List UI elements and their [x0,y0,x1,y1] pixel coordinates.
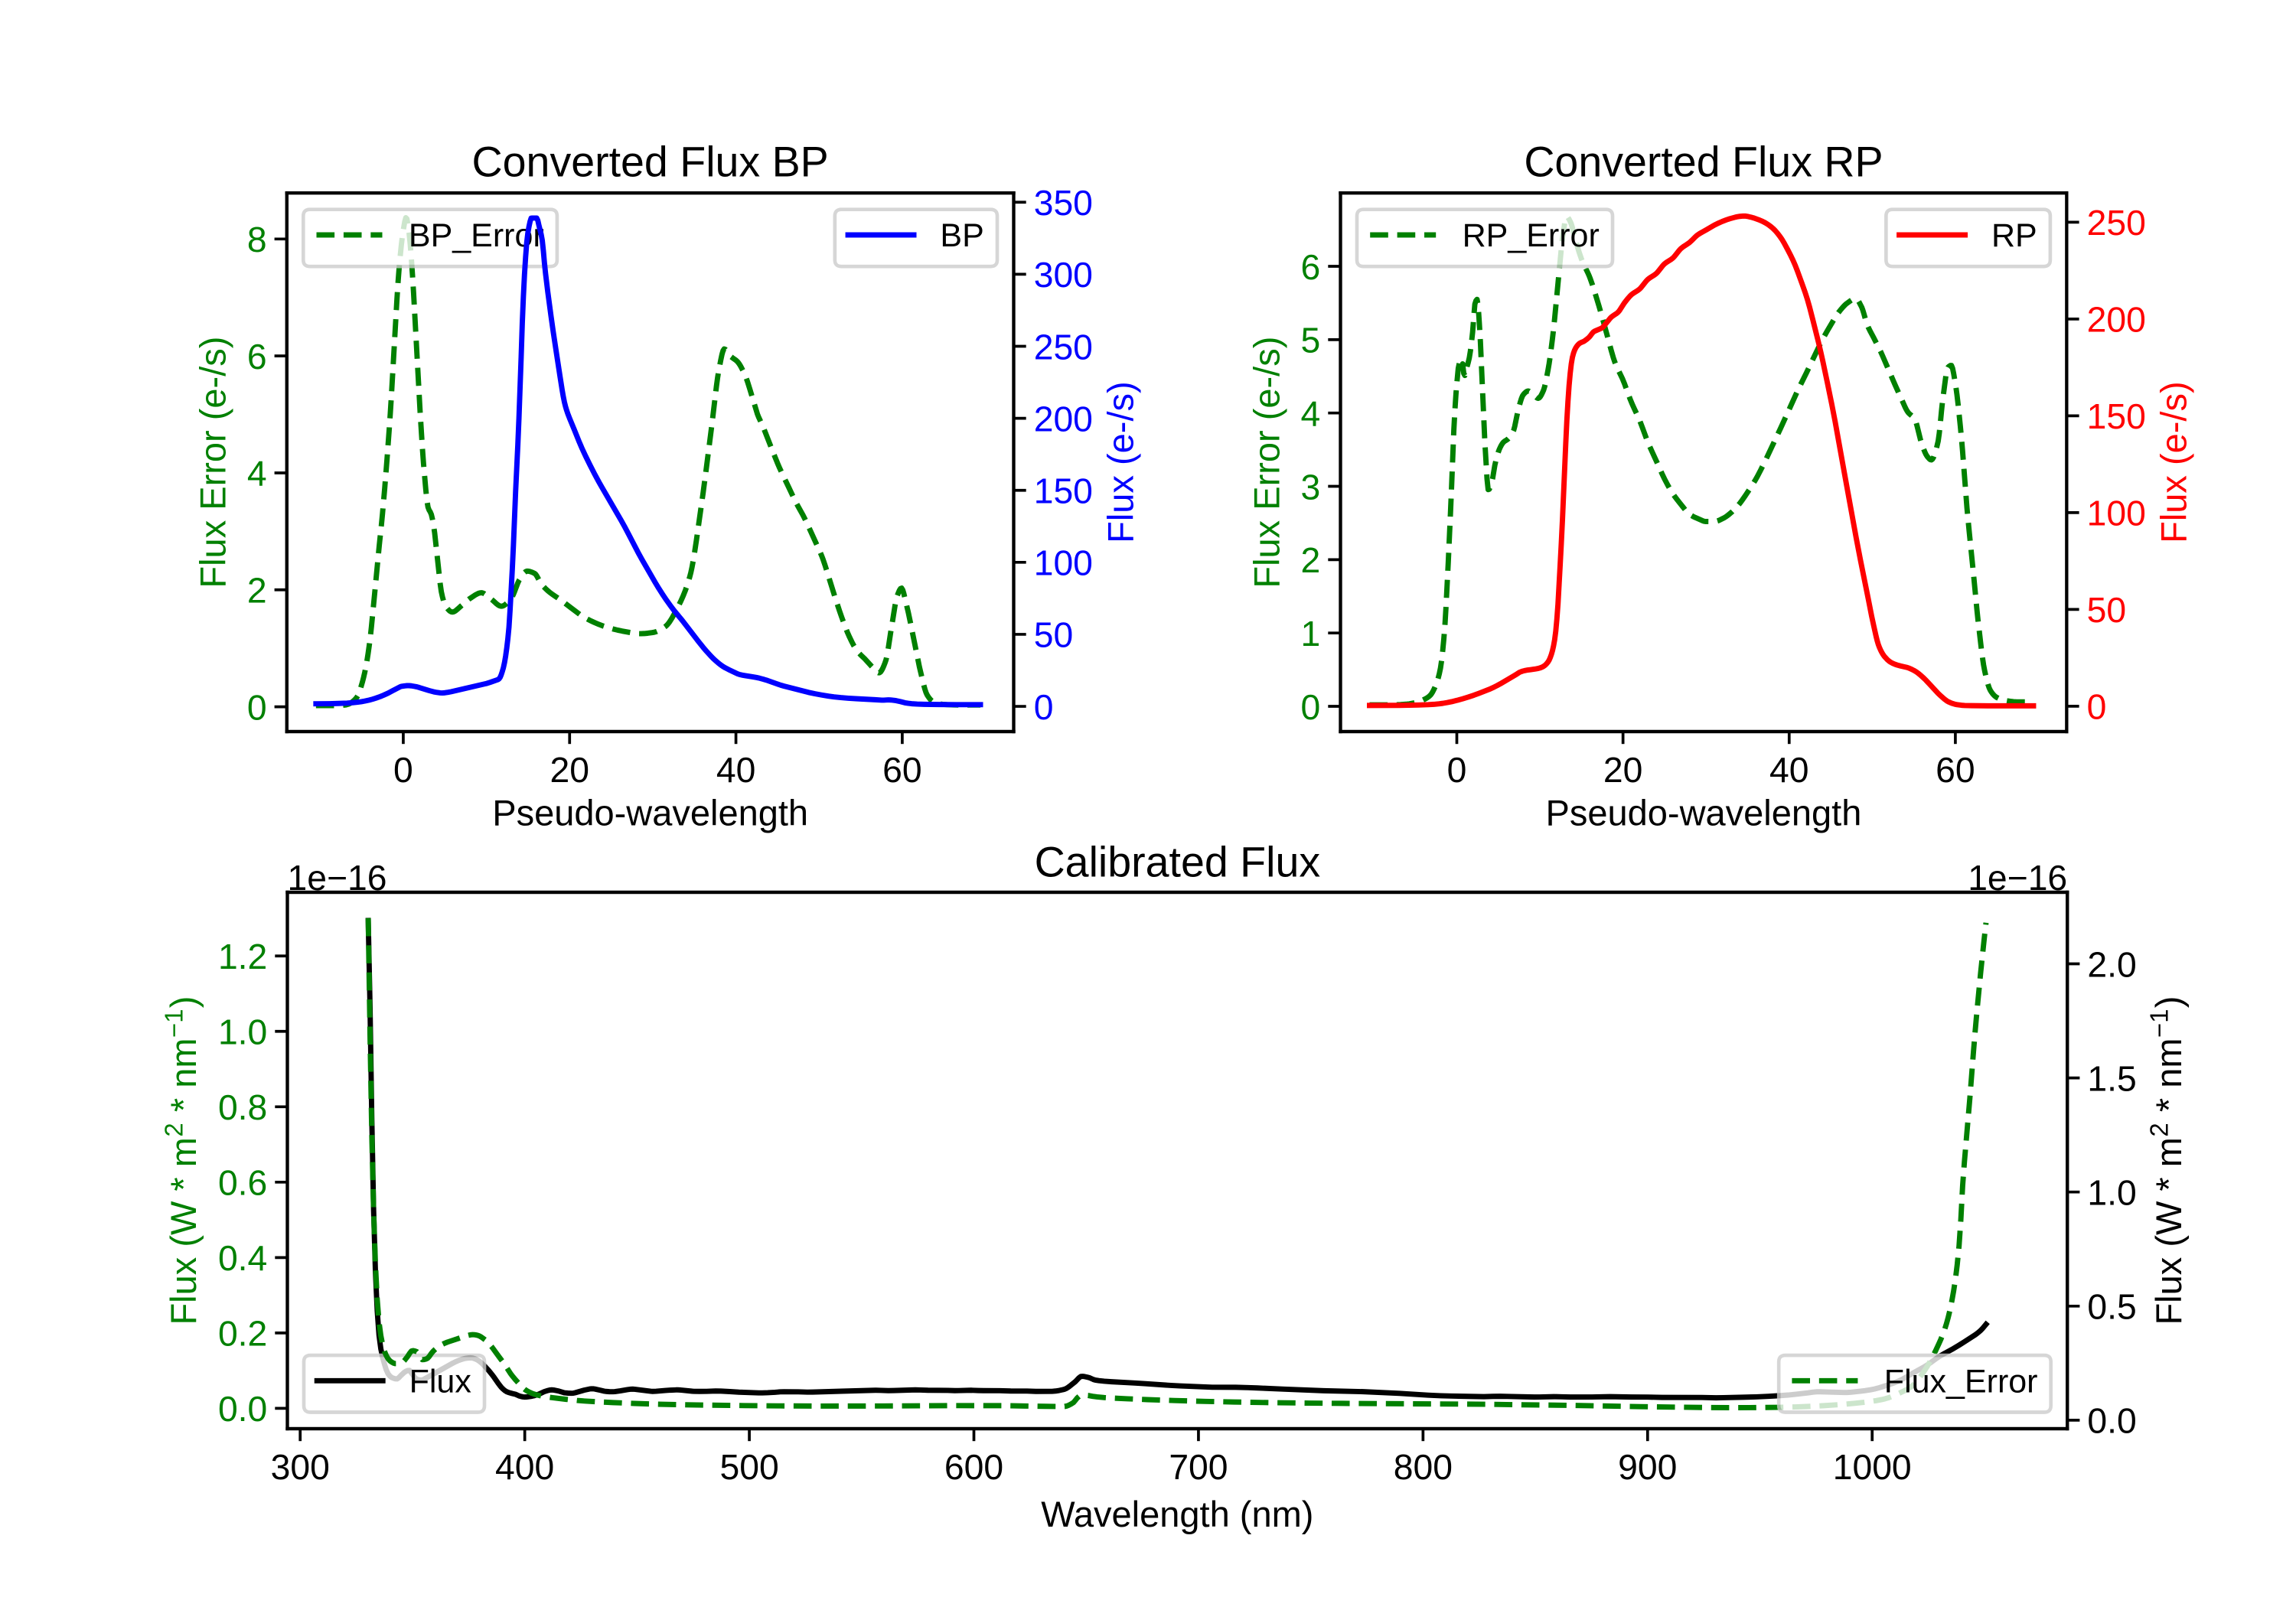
svg-text:Flux Error (e-/s): Flux Error (e-/s) [1246,337,1287,588]
svg-text:1000: 1000 [1833,1447,1912,1487]
svg-text:300: 300 [1034,255,1093,295]
svg-text:800: 800 [1394,1447,1453,1487]
svg-text:0: 0 [2087,687,2107,727]
svg-text:8: 8 [247,220,267,259]
svg-text:2: 2 [247,571,267,611]
svg-text:60: 60 [882,750,921,790]
svg-text:60: 60 [1936,750,1975,790]
svg-text:300: 300 [271,1447,330,1487]
svg-text:20: 20 [550,750,589,790]
svg-text:1: 1 [1301,614,1321,654]
svg-text:1.2: 1.2 [218,937,267,976]
svg-text:600: 600 [944,1447,1003,1487]
svg-text:0: 0 [247,687,267,727]
svg-text:Wavelength (nm): Wavelength (nm) [1041,1494,1313,1534]
svg-text:Flux (e-/s): Flux (e-/s) [2153,381,2193,543]
svg-text:1.5: 1.5 [2087,1058,2136,1098]
svg-text:50: 50 [1034,615,1073,655]
svg-text:BP: BP [940,217,983,254]
svg-text:RP: RP [1991,217,2037,254]
svg-text:F l u x: F l u x ( W * m * n m ) 2 − 1 [2145,993,2189,1325]
svg-text:Flux (e-/s): Flux (e-/s) [1101,381,1141,543]
svg-text:Converted Flux BP: Converted Flux BP [472,138,829,185]
svg-text:Converted Flux RP: Converted Flux RP [1524,138,1883,185]
svg-text:Calibrated Flux: Calibrated Flux [1035,839,1321,886]
svg-text:200: 200 [1034,399,1093,438]
svg-text:0: 0 [1447,750,1467,790]
svg-text:1.0: 1.0 [2087,1172,2136,1212]
svg-text:0: 0 [1301,687,1321,727]
svg-text:0.2: 0.2 [218,1314,267,1354]
svg-text:F l u x: F l u x ( W * m * n m ) 2 − 1 [160,993,204,1325]
svg-text:RP_Error: RP_Error [1463,217,1600,254]
svg-text:100: 100 [1034,543,1093,583]
svg-text:Flux: Flux [409,1363,472,1400]
svg-text:50: 50 [2087,590,2126,630]
svg-text:20: 20 [1603,750,1642,790]
svg-text:200: 200 [2087,300,2146,340]
svg-text:150: 150 [2087,396,2146,436]
svg-text:4: 4 [247,454,267,494]
svg-text:Flux Error (e-/s): Flux Error (e-/s) [193,337,233,588]
svg-text:Pseudo-wavelength: Pseudo-wavelength [1546,793,1862,833]
svg-text:5: 5 [1301,321,1321,360]
svg-text:0.0: 0.0 [2087,1401,2136,1441]
svg-text:Pseudo-wavelength: Pseudo-wavelength [492,793,808,833]
svg-text:0.6: 0.6 [218,1163,267,1203]
svg-text:500: 500 [719,1447,778,1487]
svg-text:6: 6 [247,337,267,376]
svg-text:40: 40 [1769,750,1808,790]
svg-text:700: 700 [1169,1447,1228,1487]
svg-text:6: 6 [1301,247,1321,287]
svg-text:0: 0 [1034,687,1054,727]
svg-text:4: 4 [1301,393,1321,433]
svg-text:250: 250 [2087,203,2146,243]
svg-text:400: 400 [495,1447,554,1487]
svg-text:0.8: 0.8 [218,1087,267,1127]
svg-text:100: 100 [2087,494,2146,533]
svg-text:3: 3 [1301,467,1321,507]
svg-text:0.0: 0.0 [218,1389,267,1429]
svg-text:1.0: 1.0 [218,1012,267,1052]
svg-text:350: 350 [1034,183,1093,223]
svg-text:250: 250 [1034,327,1093,367]
svg-text:900: 900 [1618,1447,1677,1487]
svg-text:150: 150 [1034,471,1093,510]
svg-text:0.5: 0.5 [2087,1287,2136,1327]
svg-text:2.0: 2.0 [2087,944,2136,984]
svg-text:Flux_Error: Flux_Error [1884,1363,2038,1400]
svg-text:0: 0 [393,750,413,790]
svg-text:BP_Error: BP_Error [409,217,544,254]
svg-text:0.4: 0.4 [218,1238,267,1278]
svg-text:40: 40 [716,750,755,790]
svg-text:2: 2 [1301,540,1321,580]
